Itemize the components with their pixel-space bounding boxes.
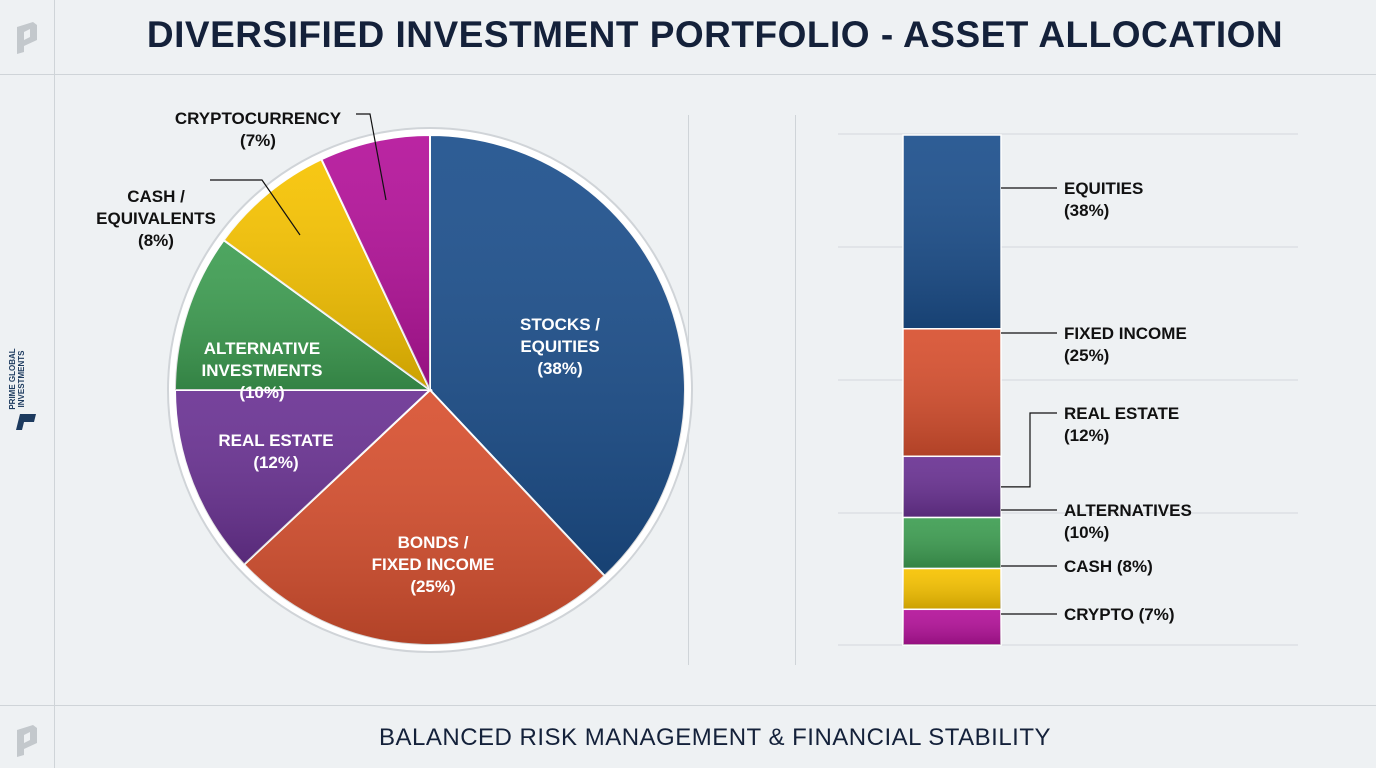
bar-segment-shade [903, 517, 1001, 569]
footer-tagline: BALANCED RISK MANAGEMENT & FINANCIAL STA… [378, 724, 1052, 751]
bar-segment-shade [903, 568, 1001, 610]
bar-label: (12%) [1064, 426, 1109, 445]
pie-label: FIXED INCOME [372, 555, 495, 574]
leader-line [210, 179, 301, 236]
pie-label: EQUIVALENTS [96, 209, 216, 228]
bar-label: ALTERNATIVES [1064, 501, 1192, 520]
pie-label: STOCKS / [520, 315, 600, 334]
pie-label: CRYPTOCURRENCY [175, 109, 342, 128]
leader-line [356, 113, 387, 201]
pie-label: (7%) [240, 131, 276, 150]
panel-divider [795, 115, 796, 665]
bar-segment-shade [903, 456, 1001, 518]
bar-label: (38%) [1064, 201, 1109, 220]
pie-label: (12%) [253, 453, 298, 472]
bar-segment-shade [903, 135, 1001, 329]
pie-slice-shade [244, 390, 605, 645]
pie-slice-shade [430, 135, 686, 576]
pie-slice-shade [175, 240, 430, 390]
bar-label: EQUITIES [1064, 179, 1143, 198]
logo-icon [17, 22, 37, 54]
pie-label: ALTERNATIVE [204, 339, 320, 358]
page-title: DIVERSIFIED INVESTMENT PORTFOLIO - ASSET… [146, 14, 1284, 55]
leader-line [1001, 412, 1057, 488]
pie-slice-shade [175, 390, 430, 565]
bar-label: (25%) [1064, 346, 1109, 365]
bar-label: CRYPTO (7%) [1064, 605, 1175, 624]
sidebar-divider [54, 0, 55, 768]
pie-label: CASH / [127, 187, 185, 206]
bar-label: CASH (8%) [1064, 557, 1153, 576]
header-divider [0, 74, 1376, 75]
pie-label: BONDS / [398, 533, 469, 552]
pie-label: (25%) [410, 577, 455, 596]
pie-label: INVESTMENTS [202, 361, 323, 380]
bar-segment-shade [903, 609, 1001, 645]
pie-label: (38%) [537, 359, 582, 378]
bar-segment-shade [903, 328, 1001, 457]
pie-label: (8%) [138, 231, 174, 250]
footer-divider [0, 705, 1376, 706]
bar-label: (10%) [1064, 523, 1109, 542]
bar-label: REAL ESTATE [1064, 404, 1179, 423]
bar-label: FIXED INCOME [1064, 324, 1187, 343]
logo-icon [17, 725, 37, 757]
pie-label: (10%) [239, 383, 284, 402]
brand-logo-icon [16, 414, 36, 430]
pie-slice-shade [223, 159, 430, 390]
pie-label: EQUITIES [520, 337, 599, 356]
pie-label: REAL ESTATE [218, 431, 333, 450]
pie-slice-shade [321, 135, 430, 390]
